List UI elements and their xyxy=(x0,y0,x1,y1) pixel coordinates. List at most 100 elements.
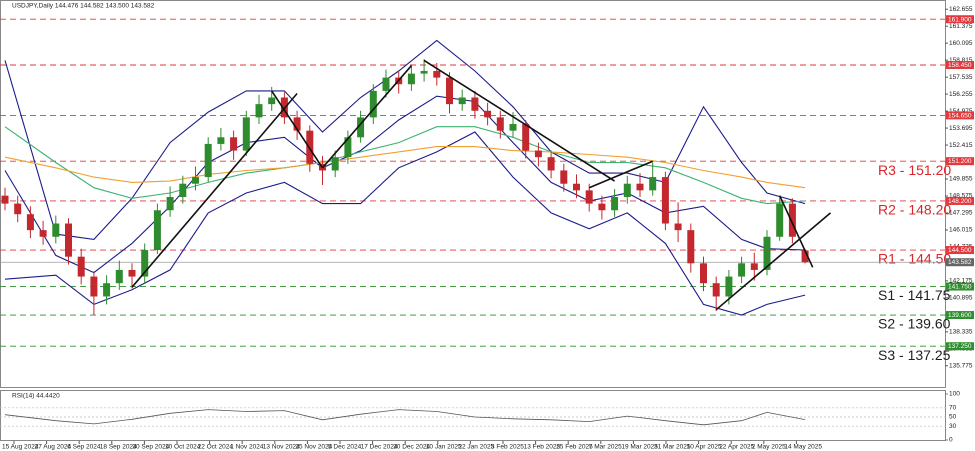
candle-body xyxy=(52,223,60,237)
indicator-line xyxy=(4,146,806,189)
x-tick-label: 25 Nov 2024 xyxy=(295,444,332,451)
trendline xyxy=(715,212,832,311)
candle-body xyxy=(293,117,301,131)
y-tick-label: 142.175 xyxy=(949,278,973,285)
indicator-line xyxy=(4,126,806,205)
x-tick-label: 1 Nov 2024 xyxy=(230,444,264,451)
x-tick-label: 14 May 2025 xyxy=(784,444,822,451)
rsi-tick-label: 50 xyxy=(949,414,957,421)
candle-body xyxy=(446,77,453,105)
candle-body xyxy=(458,97,466,105)
level-tag-label: 161.900 xyxy=(948,16,972,23)
last-price-tag xyxy=(946,258,974,267)
candle-body xyxy=(217,137,225,144)
x-tick-label: 19 Mar 2025 xyxy=(621,444,658,451)
level-tag-label: 154.650 xyxy=(948,112,972,119)
y-tick-label: 160.095 xyxy=(949,40,973,47)
y-tick-label: 154.975 xyxy=(949,108,973,115)
candle-body xyxy=(712,283,720,297)
x-tick-label: 17 Dec 2024 xyxy=(361,444,398,451)
candle-body xyxy=(560,170,568,184)
x-tick-label: 7 Mar 2025 xyxy=(589,444,622,451)
level-tag-label: 141.750 xyxy=(948,284,972,291)
rsi-tick-label: 0 xyxy=(949,437,953,444)
candle-body xyxy=(750,263,758,270)
candle-body xyxy=(26,214,34,231)
trendline xyxy=(271,90,324,169)
level-tag-label: 151.200 xyxy=(948,158,972,165)
x-tick-label: 10 Apr 2025 xyxy=(687,444,722,451)
candle-body xyxy=(230,137,238,151)
level-tag xyxy=(946,282,974,291)
candle-body xyxy=(649,177,657,191)
candle-body xyxy=(471,97,479,111)
trendline xyxy=(588,160,654,189)
level-tag-label: 137.250 xyxy=(948,343,972,350)
y-tick-label: 147.295 xyxy=(949,210,973,217)
rsi-tick-label: 30 xyxy=(949,423,957,430)
candle-body xyxy=(687,230,695,264)
candle-body xyxy=(141,250,149,277)
candle-body xyxy=(344,137,352,158)
candle-body xyxy=(611,196,619,211)
candle-body xyxy=(1,195,9,204)
candle-body xyxy=(77,256,85,277)
y-tick-label: 135.775 xyxy=(949,362,973,369)
indicator-line xyxy=(4,131,806,316)
candle-body xyxy=(661,177,669,224)
level-tag-label: 148.200 xyxy=(948,198,972,205)
candle-body xyxy=(738,263,746,277)
rsi-title: RSI(14) 44.4420 xyxy=(12,393,60,400)
candle-body xyxy=(788,203,796,237)
candle-body xyxy=(331,157,339,171)
y-tick-label: 156.255 xyxy=(949,91,973,98)
candle-body xyxy=(179,183,187,197)
x-tick-label: 6 Sep 2024 xyxy=(67,444,101,451)
x-tick-label: 30 Dec 2024 xyxy=(393,444,430,451)
candle-body xyxy=(14,203,22,215)
candle-body xyxy=(382,77,390,91)
candle-body xyxy=(547,157,555,171)
x-tick-label: 5 Dec 2024 xyxy=(328,444,362,451)
x-tick-label: 13 Nov 2024 xyxy=(263,444,300,451)
x-tick-label: 2 May 2025 xyxy=(752,444,786,451)
level-tag xyxy=(946,60,974,69)
trendline xyxy=(131,92,298,288)
y-tick-label: 161.375 xyxy=(949,23,973,30)
level-tag xyxy=(946,15,974,24)
y-tick-label: 157.535 xyxy=(949,74,973,81)
trendline xyxy=(423,59,616,182)
level-tag-label: 144.500 xyxy=(948,247,972,254)
y-tick-label: 153.695 xyxy=(949,125,973,132)
y-tick-label: 148.575 xyxy=(949,193,973,200)
candle-body xyxy=(776,203,784,237)
candle-body xyxy=(801,250,809,263)
candle-body xyxy=(674,223,682,231)
candle-body xyxy=(369,90,377,118)
candle-body xyxy=(623,183,631,197)
candle-body xyxy=(534,150,542,158)
candle-body xyxy=(407,73,415,85)
level-tag xyxy=(946,157,974,166)
indicator-line xyxy=(4,39,806,240)
level-name: S1 - 141.75 xyxy=(878,287,951,303)
candle-body xyxy=(166,196,174,211)
trendline xyxy=(778,195,814,268)
level-name: S3 - 137.25 xyxy=(878,347,951,363)
candle-body xyxy=(153,210,161,251)
candle-body xyxy=(636,183,644,191)
level-name: R3 - 151.20 xyxy=(878,162,951,178)
y-tick-label: 152.415 xyxy=(949,142,973,149)
y-tick-label: 140.895 xyxy=(949,295,973,302)
x-tick-label: 25 Feb 2025 xyxy=(556,444,593,451)
y-tick-label: 158.815 xyxy=(949,57,973,64)
candle-body xyxy=(255,104,263,118)
x-tick-label: 18 Sep 2024 xyxy=(100,444,137,451)
rsi-tick-label: 100 xyxy=(949,391,960,398)
candle-body xyxy=(522,124,530,151)
level-tag xyxy=(946,311,974,320)
candle-body xyxy=(725,276,733,297)
candle-body xyxy=(192,177,199,184)
level-tag xyxy=(946,111,974,120)
level-tag xyxy=(946,246,974,255)
